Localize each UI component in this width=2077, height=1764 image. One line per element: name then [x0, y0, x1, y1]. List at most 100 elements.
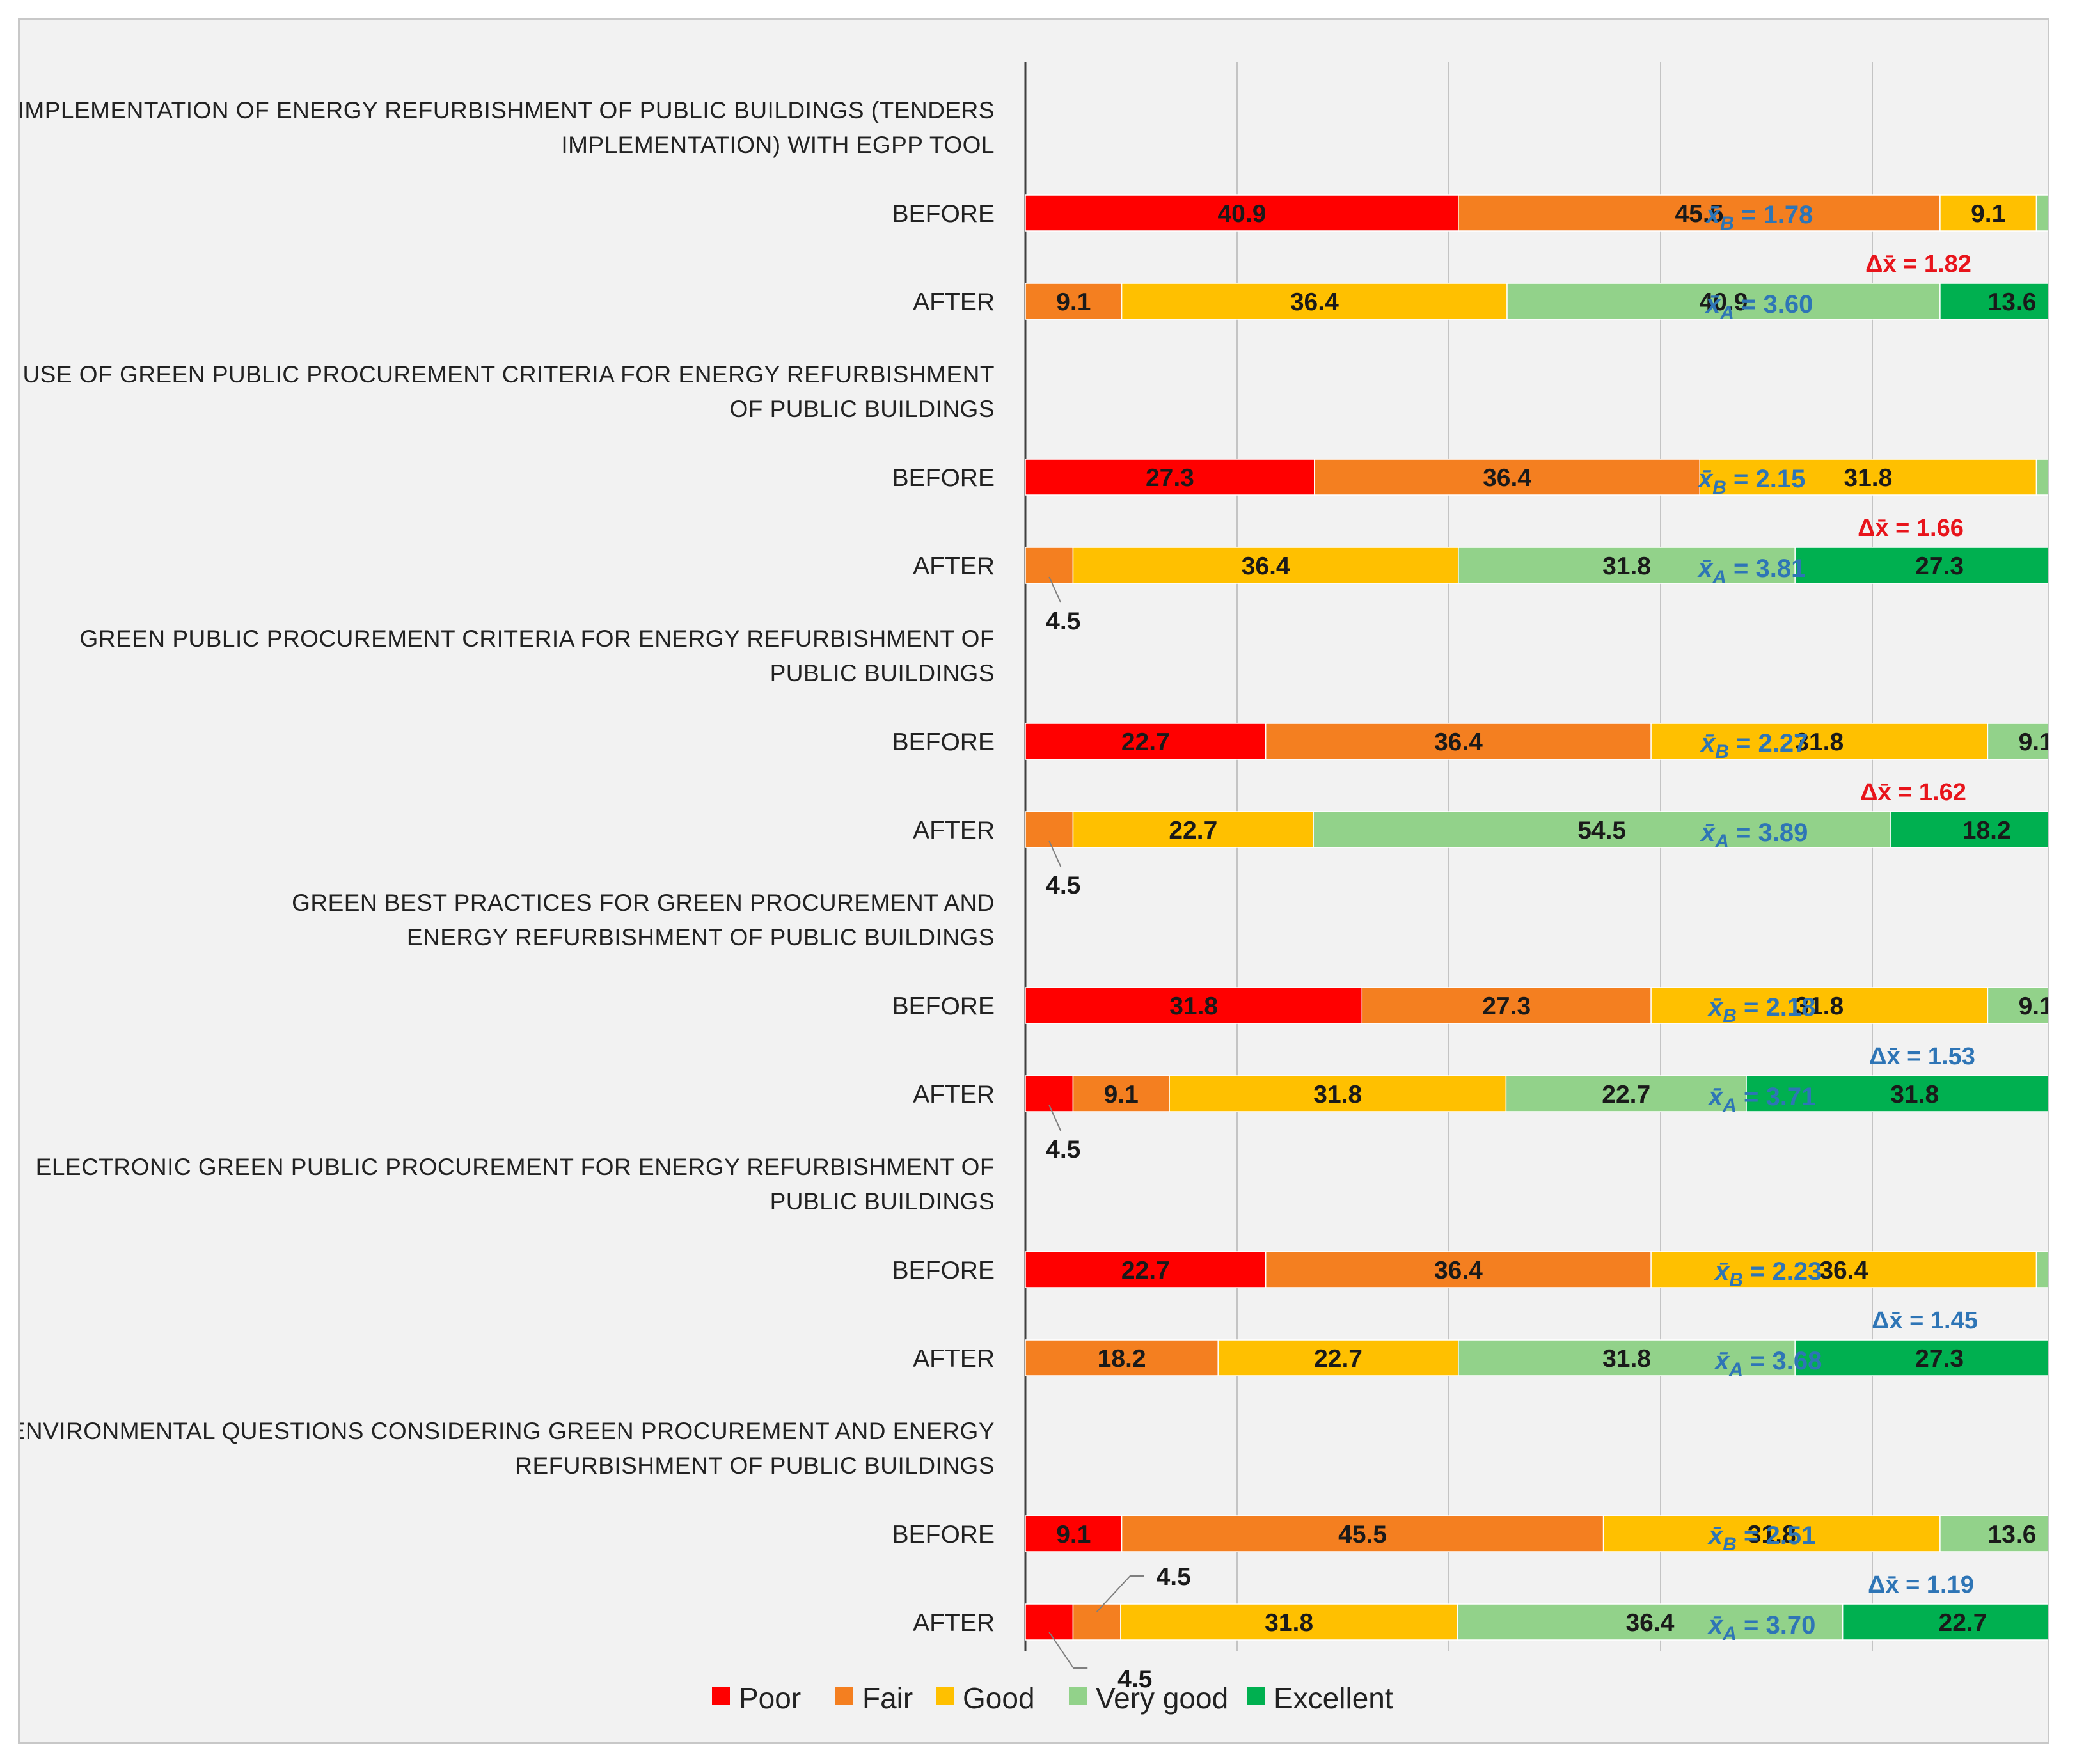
bar-segment-very-good-before-g2	[2035, 459, 2048, 496]
data-label: 9.1	[1056, 288, 1091, 316]
data-label: 27.3	[1915, 1345, 1964, 1373]
data-label: 22.7	[1169, 817, 1217, 844]
data-label: 13.6	[1988, 1521, 2037, 1548]
data-label: 9.1	[2019, 993, 2048, 1020]
data-label: 31.8	[1602, 553, 1651, 580]
data-label: 31.8	[1169, 993, 1218, 1020]
mean-label-A: x̄A = 3.68	[1714, 1347, 1822, 1380]
bar-segment-very-good-before-g6	[1939, 1515, 2048, 1552]
chart-frame: IMPLEMENTATION OF ENERGY REFURBISHMENT O…	[18, 18, 2049, 1744]
mean-label-A: x̄A = 3.70	[1707, 1611, 1815, 1644]
bar-segment-very-good-after-g6	[1457, 1603, 1844, 1641]
mean-label-B: x̄B = 2.15	[1697, 465, 1805, 498]
bar-segment-very-good-after-g3	[1313, 811, 1891, 848]
data-label: 31.8	[1602, 1345, 1651, 1373]
bar-segment-excellent-after-g5	[1794, 1339, 2048, 1376]
data-label: 27.3	[1915, 553, 1964, 580]
legend-swatch-poor	[712, 1687, 730, 1705]
delta-label: Δx̄ = 1.62	[1860, 779, 1966, 806]
bar-segment-excellent-after-g2	[1794, 547, 2048, 584]
bar-segment-good-before-g6	[1602, 1515, 1941, 1552]
stacked-bar-chart: IMPLEMENTATION OF ENERGY REFURBISHMENT O…	[20, 62, 2048, 1715]
row-label-before: BEFORE	[892, 993, 995, 1020]
data-label: 22.7	[1939, 1609, 1987, 1637]
group-title: REFURBISHMENT OF PUBLIC BUILDINGS	[515, 1453, 995, 1479]
legend: Poor Fair Good Very good Excellent	[712, 1681, 1393, 1715]
bar-segment-fair-before-g5	[1265, 1251, 1652, 1288]
mean-label-A: x̄A = 3.81	[1697, 555, 1805, 588]
bar-segment-good-after-g5	[1217, 1339, 1459, 1376]
mean-label-B: x̄B = 1.78	[1705, 201, 1813, 234]
callout-leader	[1048, 1105, 1062, 1131]
row-label-before: BEFORE	[892, 728, 995, 756]
bar-segment-excellent-after-g3	[1890, 811, 2048, 848]
data-label: 13.6	[1988, 288, 2037, 316]
mean-label-B: x̄B = 2.51	[1707, 1522, 1815, 1555]
bar-segment-poor-before-g3	[1025, 723, 1267, 760]
delta-label: Δx̄ = 1.66	[1858, 515, 1964, 542]
data-label: 45.5	[1675, 200, 1723, 228]
mean-label-B: x̄B = 2.23	[1714, 1257, 1822, 1291]
data-label: 31.8	[1313, 1081, 1362, 1108]
data-label: 9.1	[1056, 1521, 1091, 1548]
data-label: 22.7	[1121, 1257, 1170, 1284]
bar-segment-good-after-g4	[1169, 1075, 1507, 1112]
group-title: PUBLIC BUILDINGS	[770, 1188, 995, 1215]
data-label: 40.9	[1217, 200, 1266, 228]
legend-swatch-very-good	[1069, 1687, 1087, 1705]
bar-segment-excellent-after-g6	[1842, 1603, 2048, 1641]
bar-segment-good-after-g3	[1072, 811, 1314, 848]
data-label: 9.1	[1971, 200, 2005, 228]
row-label-after: AFTER	[913, 1345, 995, 1373]
data-label: 36.4	[1434, 728, 1483, 756]
callout-leader	[1096, 1575, 1144, 1612]
row-label-after: AFTER	[913, 288, 995, 316]
bar-segment-fair-after-g6	[1072, 1603, 1121, 1641]
legend-label-very-good: Very good	[1096, 1681, 1228, 1715]
group-title: IMPLEMENTATION OF ENERGY REFURBISHMENT O…	[20, 97, 995, 123]
bar-segment-very-good-before-g1	[2035, 194, 2048, 232]
delta-label: Δx̄ = 1.53	[1869, 1043, 1975, 1070]
bar-segment-very-good-before-g3	[1987, 723, 2048, 760]
bar-segment-fair-before-g1	[1458, 194, 1941, 232]
callout-leader	[1048, 576, 1062, 603]
bar-segment-good-before-g2	[1699, 459, 2037, 496]
callout-leader	[1048, 1632, 1088, 1669]
delta-label: Δx̄ = 1.45	[1872, 1307, 1978, 1334]
delta-label: Δx̄ = 1.82	[1865, 251, 1971, 278]
data-label: 22.7	[1121, 728, 1170, 756]
gridlines	[1024, 62, 1873, 1651]
data-label: 36.4	[1290, 288, 1339, 316]
bar-segment-fair-before-g2	[1314, 459, 1700, 496]
data-label: 27.3	[1146, 464, 1194, 492]
group-title: IMPLEMENTATION) WITH EGPP TOOL	[561, 132, 995, 158]
group-title: GREEN BEST PRACTICES FOR GREEN PROCUREME…	[292, 890, 995, 916]
data-label: 36.4	[1819, 1257, 1868, 1284]
data-label: 36.4	[1625, 1609, 1674, 1637]
data-label: 22.7	[1602, 1081, 1650, 1108]
data-label: 31.8	[1795, 993, 1844, 1020]
bar-segment-good-after-g1	[1121, 283, 1508, 320]
bar-segment-very-good-before-g5	[2035, 1251, 2048, 1288]
legend-label-good: Good	[963, 1681, 1035, 1715]
row-label-after: AFTER	[913, 553, 995, 580]
mean-label-A: x̄A = 3.89	[1700, 819, 1808, 852]
data-label: 22.7	[1314, 1345, 1362, 1373]
bar-segment-fair-before-g3	[1265, 723, 1652, 760]
bars	[1025, 194, 2048, 1641]
mean-label-B: x̄B = 2.18	[1707, 993, 1815, 1027]
mean-label-A: x̄A = 3.60	[1705, 290, 1813, 324]
data-label: 9.1	[1104, 1081, 1139, 1108]
bar-segment-poor-before-g1	[1025, 194, 1459, 232]
row-label-before: BEFORE	[892, 200, 995, 228]
bar-segment-good-after-g2	[1072, 547, 1459, 584]
legend-swatch-fair	[835, 1687, 853, 1705]
labels: IMPLEMENTATION OF ENERGY REFURBISHMENT O…	[20, 97, 2048, 1693]
data-label: 31.8	[1795, 728, 1844, 756]
group-title: PUBLIC BUILDINGS	[770, 660, 995, 686]
group-title: ELECTRONIC GREEN PUBLIC PROCUREMENT FOR …	[36, 1154, 995, 1180]
mean-label-B: x̄B = 2.27	[1700, 729, 1808, 762]
callout-label: 4.5	[1046, 608, 1080, 635]
row-label-after: AFTER	[913, 1081, 995, 1108]
group-title: USE OF GREEN PUBLIC PROCUREMENT CRITERIA…	[22, 361, 995, 388]
